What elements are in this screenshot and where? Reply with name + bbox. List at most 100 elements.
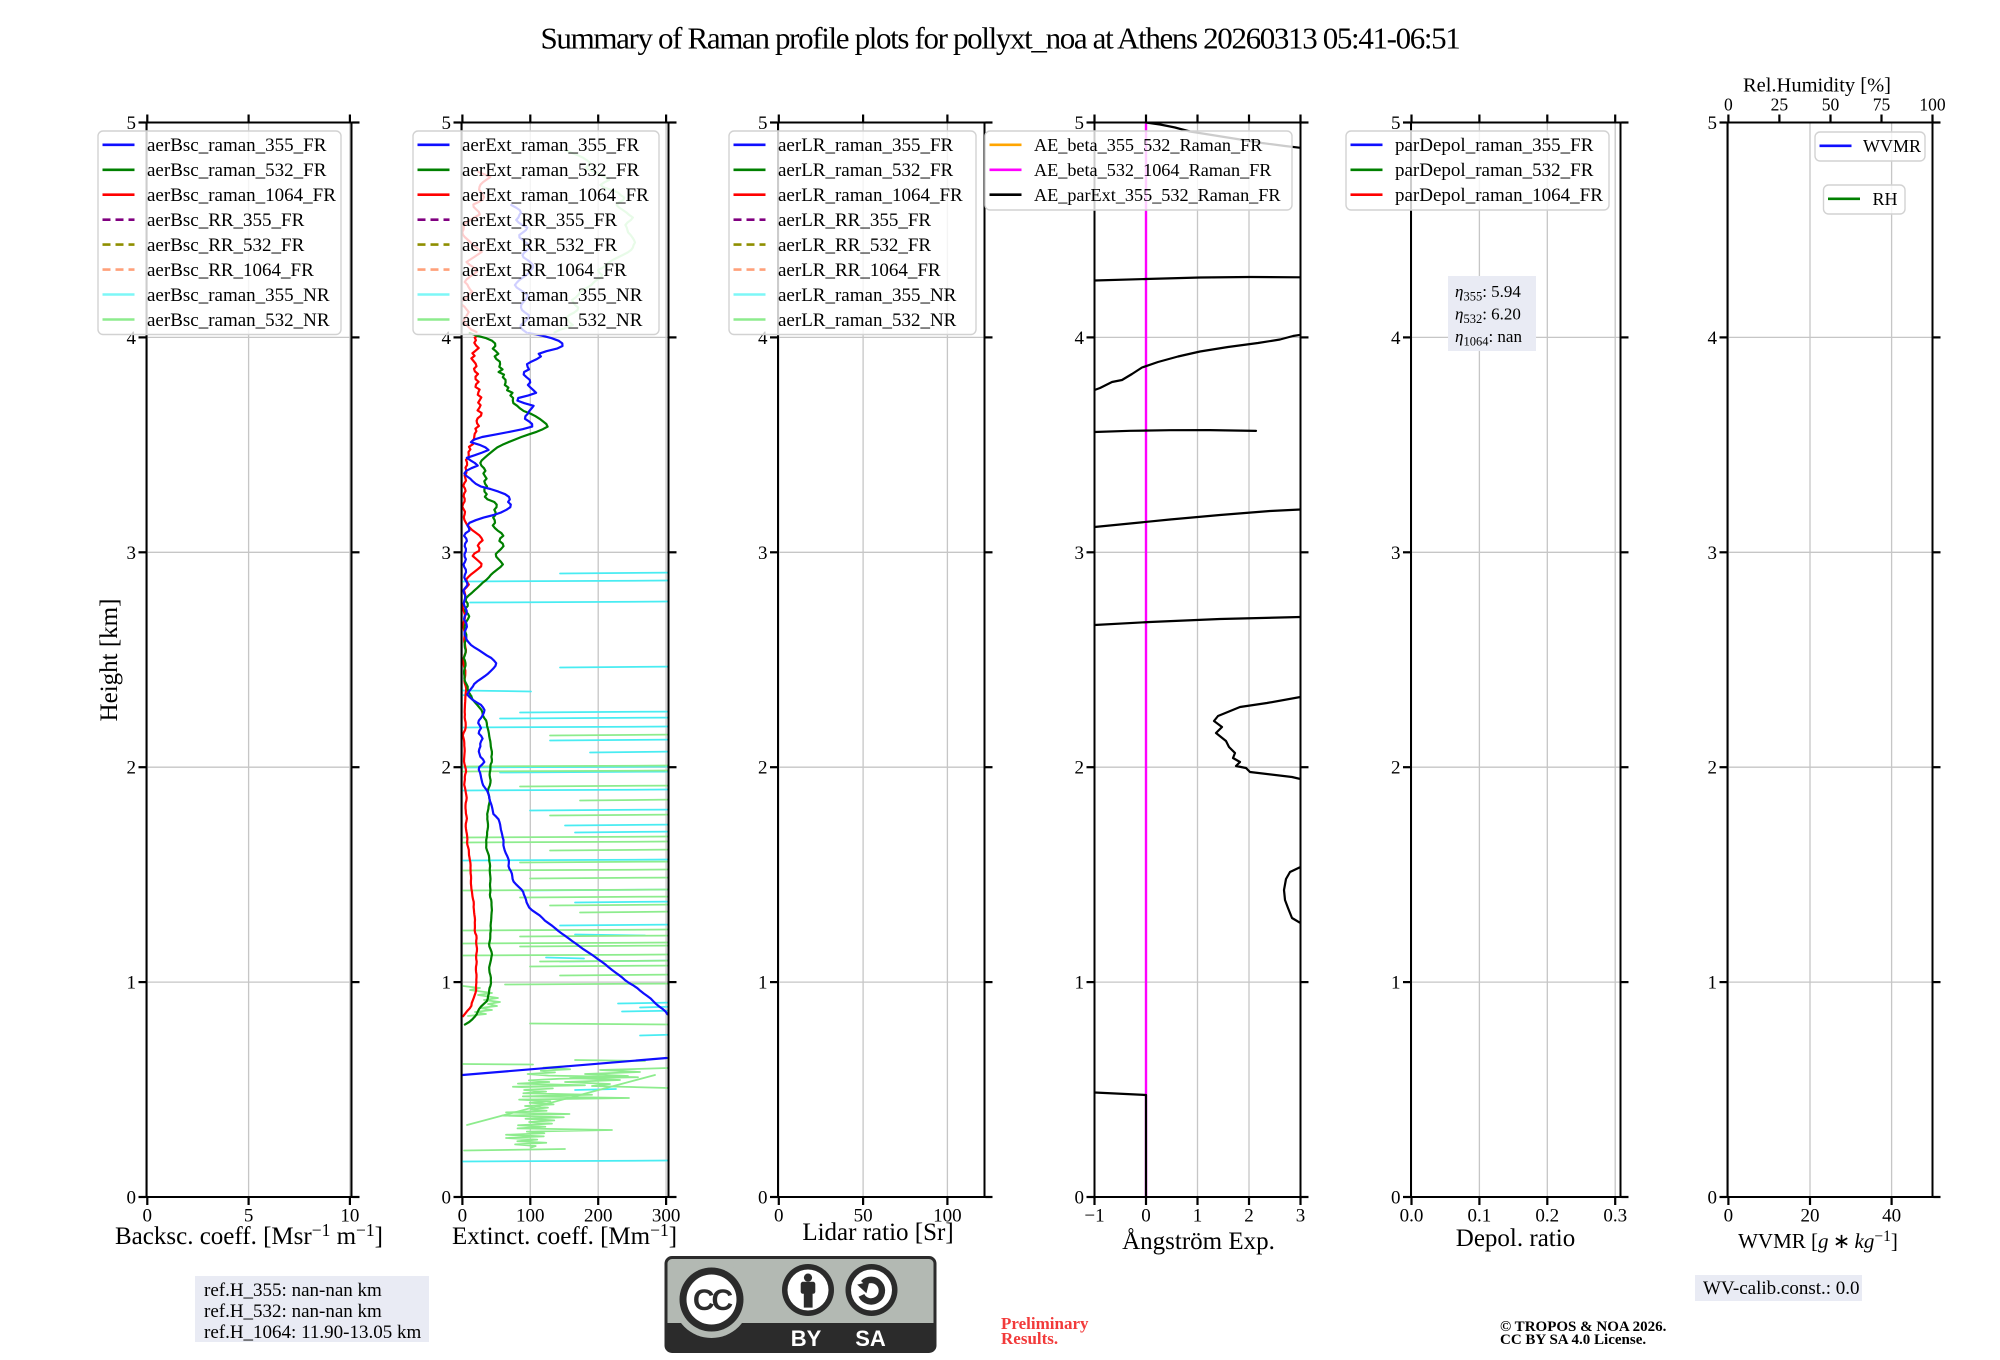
svg-text:Ångström Exp.: Ångström Exp. [1122,1228,1275,1255]
svg-text:Rel.Humidity [%]: Rel.Humidity [%] [1743,75,1891,97]
svg-text:aerLR_raman_355_NR: aerLR_raman_355_NR [778,285,957,306]
svg-text:2: 2 [758,758,768,779]
svg-text:10: 10 [340,1206,359,1227]
svg-text:4: 4 [1075,328,1085,349]
svg-text:5: 5 [1075,113,1085,134]
svg-text:aerBsc_RR_355_FR: aerBsc_RR_355_FR [147,210,305,231]
svg-text:aerBsc_raman_355_FR: aerBsc_raman_355_FR [147,135,327,156]
svg-text:200: 200 [584,1206,613,1227]
svg-text:Summary of Raman profile plots: Summary of Raman profile plots for polly… [541,21,1460,56]
svg-text:AE_beta_532_1064_Raman_FR: AE_beta_532_1064_Raman_FR [1034,160,1272,180]
svg-text:CC: CC [693,1284,733,1317]
svg-text:0: 0 [127,1188,137,1209]
svg-text:η355: 5.94: η355: 5.94 [1455,282,1521,304]
svg-text:ref.H_532: nan-nan km: ref.H_532: nan-nan km [204,1301,382,1322]
svg-text:aerExt_raman_532_FR: aerExt_raman_532_FR [462,160,640,181]
svg-text:Results.: Results. [1001,1329,1058,1348]
svg-text:parDepol_raman_1064_FR: parDepol_raman_1064_FR [1395,185,1603,206]
svg-text:Preliminary: Preliminary [1001,1314,1089,1333]
svg-text:Height [km]: Height [km] [96,599,123,722]
svg-text:© TROPOS & NOA 2026.: © TROPOS & NOA 2026. [1500,1319,1667,1335]
svg-text:4: 4 [1708,328,1718,349]
svg-text:parDepol_raman_532_FR: parDepol_raman_532_FR [1395,160,1594,181]
svg-text:1: 1 [127,973,137,994]
svg-text:BY: BY [791,1326,822,1351]
svg-text:aerExt_RR_532_FR: aerExt_RR_532_FR [462,235,617,256]
svg-text:aerExt_raman_355_NR: aerExt_raman_355_NR [462,285,643,306]
svg-text:0: 0 [143,1206,153,1227]
svg-text:Backsc. coeff. [Msr−1 m−1]: Backsc. coeff. [Msr−1 m−1] [115,1220,383,1250]
svg-text:aerBsc_raman_532_NR: aerBsc_raman_532_NR [147,310,330,331]
svg-text:aerBsc_raman_532_FR: aerBsc_raman_532_FR [147,160,327,181]
svg-text:3: 3 [127,543,137,564]
svg-text:75: 75 [1873,95,1891,115]
svg-text:0.2: 0.2 [1535,1206,1559,1227]
svg-text:1: 1 [758,973,768,994]
svg-text:4: 4 [758,328,768,349]
svg-text:0: 0 [458,1206,468,1227]
svg-text:aerBsc_raman_1064_FR: aerBsc_raman_1064_FR [147,185,336,206]
svg-text:0: 0 [1708,1188,1718,1209]
svg-text:aerExt_RR_355_FR: aerExt_RR_355_FR [462,210,617,231]
svg-text:100: 100 [516,1206,545,1227]
svg-text:η1064: nan: η1064: nan [1455,327,1522,349]
svg-text:0.1: 0.1 [1468,1206,1492,1227]
svg-text:3: 3 [1708,543,1718,564]
svg-text:aerExt_raman_532_NR: aerExt_raman_532_NR [462,310,643,331]
svg-text:3: 3 [1391,543,1401,564]
svg-text:aerBsc_RR_1064_FR: aerBsc_RR_1064_FR [147,260,314,281]
svg-text:2: 2 [1708,758,1718,779]
svg-text:aerExt_raman_1064_FR: aerExt_raman_1064_FR [462,185,649,206]
svg-text:aerExt_raman_355_FR: aerExt_raman_355_FR [462,135,640,156]
svg-text:AE_parExt_355_532_Raman_FR: AE_parExt_355_532_Raman_FR [1034,185,1281,205]
svg-text:1: 1 [1391,973,1401,994]
svg-text:100: 100 [933,1206,962,1227]
svg-text:0: 0 [1724,1206,1734,1227]
svg-text:0.0: 0.0 [1400,1206,1424,1227]
svg-text:5: 5 [1708,113,1718,134]
svg-text:ref.H_355: nan-nan km: ref.H_355: nan-nan km [204,1280,382,1301]
svg-text:aerExt_RR_1064_FR: aerExt_RR_1064_FR [462,260,627,281]
svg-text:aerLR_RR_1064_FR: aerLR_RR_1064_FR [778,260,941,281]
svg-text:0.3: 0.3 [1603,1206,1627,1227]
svg-text:2: 2 [1391,758,1401,779]
svg-text:Lidar ratio [Sr]: Lidar ratio [Sr] [802,1219,953,1246]
svg-text:3: 3 [1296,1206,1306,1227]
svg-text:0: 0 [758,1188,768,1209]
svg-text:0: 0 [774,1206,784,1227]
svg-text:0: 0 [1075,1188,1085,1209]
svg-text:3: 3 [442,543,452,564]
svg-text:−1: −1 [1084,1206,1104,1227]
svg-text:5: 5 [1391,113,1401,134]
svg-text:aerBsc_raman_355_NR: aerBsc_raman_355_NR [147,285,330,306]
svg-text:Depol. ratio: Depol. ratio [1456,1225,1575,1252]
svg-text:25: 25 [1771,95,1789,115]
svg-text:100: 100 [1919,95,1946,115]
svg-text:5: 5 [442,113,452,134]
svg-text:300: 300 [652,1206,681,1227]
svg-text:4: 4 [1391,328,1401,349]
svg-text:0: 0 [1391,1188,1401,1209]
svg-text:3: 3 [1075,543,1085,564]
svg-text:CC BY SA 4.0 License.: CC BY SA 4.0 License. [1500,1332,1646,1348]
svg-text:η532: 6.20: η532: 6.20 [1455,305,1521,327]
svg-text:ref.H_1064: 11.90-13.05 km: ref.H_1064: 11.90-13.05 km [204,1322,421,1343]
svg-text:2: 2 [127,758,137,779]
svg-text:4: 4 [127,328,137,349]
svg-text:RH: RH [1873,189,1898,209]
svg-text:WVMR [g ∗ kg−1]: WVMR [g ∗ kg−1] [1738,1228,1898,1253]
svg-text:WVMR: WVMR [1863,136,1921,156]
svg-text:40: 40 [1882,1206,1901,1227]
svg-text:Extinct. coeff. [Mm−1]: Extinct. coeff. [Mm−1] [452,1220,677,1250]
svg-text:0: 0 [442,1188,452,1209]
svg-text:4: 4 [442,328,452,349]
svg-text:5: 5 [244,1206,254,1227]
svg-text:aerLR_raman_1064_FR: aerLR_raman_1064_FR [778,185,963,206]
svg-text:3: 3 [758,543,768,564]
svg-text:50: 50 [1822,95,1840,115]
svg-text:SA: SA [855,1326,886,1351]
svg-text:aerLR_raman_532_NR: aerLR_raman_532_NR [778,310,957,331]
svg-text:aerLR_raman_532_FR: aerLR_raman_532_FR [778,160,954,181]
svg-text:2: 2 [442,758,452,779]
svg-text:5: 5 [758,113,768,134]
